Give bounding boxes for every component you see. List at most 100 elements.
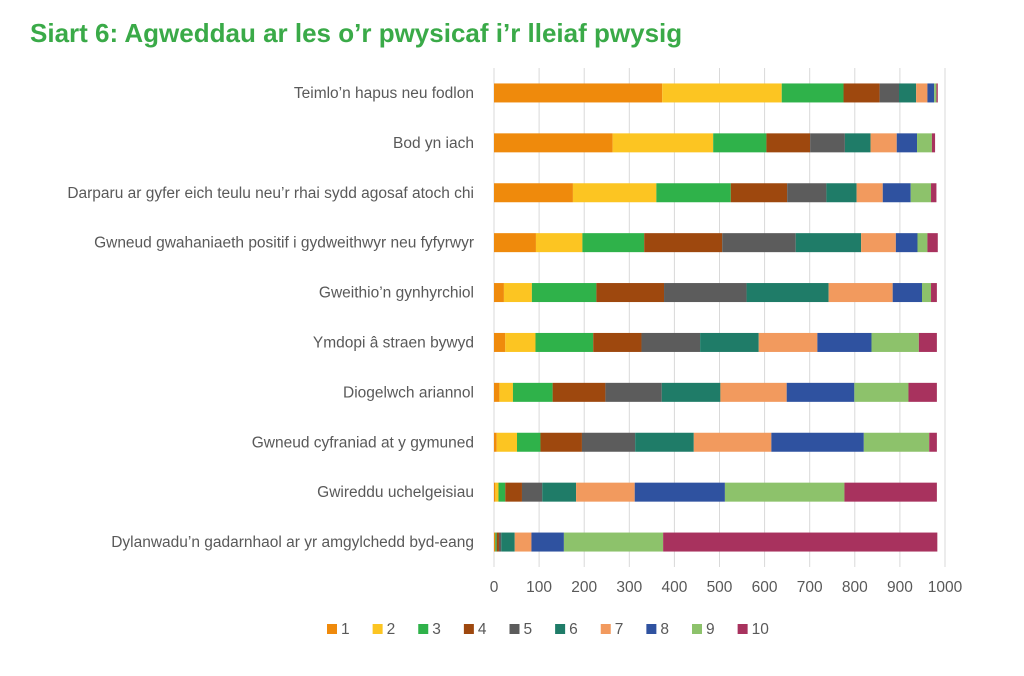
legend-swatch-4 — [463, 624, 474, 634]
bar-segment-9-5 — [498, 532, 502, 552]
bar-segment-0-4 — [843, 83, 880, 103]
bar-segment-4-7 — [828, 283, 893, 303]
bar-segment-6-3 — [512, 382, 553, 402]
bar-segment-4-10 — [931, 283, 937, 303]
bar-segment-9-8 — [531, 532, 564, 552]
bar-segment-7-7 — [693, 432, 772, 452]
bar-segment-3-6 — [795, 233, 862, 253]
bar-segment-0-3 — [781, 83, 844, 103]
bar-segment-1-9 — [917, 133, 932, 153]
legend-swatch-2 — [372, 624, 383, 634]
bar-segment-3-5 — [722, 233, 796, 253]
bar-segment-8-8 — [634, 482, 725, 502]
bar-segment-4-3 — [531, 283, 597, 303]
bar-segment-5-10 — [918, 332, 937, 352]
bars — [494, 83, 938, 552]
bar-segment-2-8 — [882, 183, 911, 203]
bar-segment-1-1 — [494, 133, 613, 153]
bar-segment-5-9 — [871, 332, 919, 352]
x-tick-label-2: 200 — [571, 579, 597, 596]
category-label-7: Gwneud cyfraniad at y gymuned — [252, 434, 474, 451]
bar-segment-7-4 — [540, 432, 582, 452]
bar-segment-4-2 — [503, 283, 532, 303]
bar-segment-0-6 — [898, 83, 917, 103]
legend-swatch-3 — [418, 624, 429, 634]
bar-segment-3-2 — [535, 233, 583, 253]
bar-segment-5-8 — [817, 332, 872, 352]
bar-segment-0-8 — [927, 83, 935, 103]
bar-segment-9-6 — [501, 532, 515, 552]
category-label-3: Gwneud gwahaniaeth positif i gydweithwyr… — [94, 235, 474, 252]
legend-label-6: 6 — [569, 621, 578, 638]
bar-segment-5-1 — [494, 332, 506, 352]
bar-segment-6-1 — [494, 382, 500, 402]
legend-swatch-5 — [509, 624, 520, 634]
x-tick-label-10: 1000 — [928, 579, 963, 596]
bar-segment-5-4 — [593, 332, 642, 352]
bar-segment-0-9 — [934, 83, 937, 103]
bar-segment-4-1 — [494, 283, 504, 303]
bar-segment-8-9 — [724, 482, 845, 502]
bar-segment-4-6 — [746, 283, 829, 303]
x-tick-label-7: 700 — [797, 579, 823, 596]
legend-label-3: 3 — [432, 621, 441, 638]
bar-segment-3-7 — [861, 233, 896, 253]
bar-segment-1-7 — [870, 133, 897, 153]
bar-segment-2-3 — [656, 183, 731, 203]
bar-segment-6-7 — [720, 382, 787, 402]
bar-segment-2-9 — [910, 183, 932, 203]
legend-label-5: 5 — [524, 621, 533, 638]
bar-segment-2-6 — [826, 183, 857, 203]
x-tick-label-0: 0 — [490, 579, 499, 596]
bar-segment-4-4 — [596, 283, 665, 303]
legend-label-10: 10 — [752, 621, 770, 638]
bar-segment-1-6 — [844, 133, 871, 153]
x-tick-label-4: 400 — [661, 579, 687, 596]
legend-label-1: 1 — [341, 621, 350, 638]
bar-segment-7-2 — [496, 432, 518, 452]
bar-segment-6-5 — [605, 382, 662, 402]
bar-segment-9-10 — [663, 532, 938, 552]
bar-segment-8-4 — [505, 482, 522, 502]
bar-segment-5-5 — [641, 332, 701, 352]
bar-segment-5-2 — [505, 332, 536, 352]
bar-segment-4-8 — [892, 283, 922, 303]
legend-label-4: 4 — [478, 621, 487, 638]
bar-segment-6-9 — [854, 382, 909, 402]
x-axis-ticks: 0 100 200 300 400 500 600 700 800 900 1000 — [490, 579, 963, 596]
legend-swatch-9 — [692, 624, 702, 634]
bar-segment-1-5 — [810, 133, 845, 153]
bar-segment-3-9 — [917, 233, 928, 253]
bar-segment-5-7 — [758, 332, 818, 352]
bar-segment-0-5 — [879, 83, 899, 103]
bar-segment-7-10 — [929, 432, 937, 452]
bar-segment-1-8 — [896, 133, 918, 153]
legend-label-9: 9 — [706, 621, 715, 638]
bar-segment-8-10 — [844, 482, 937, 502]
x-tick-label-3: 300 — [616, 579, 642, 596]
bar-segment-1-4 — [766, 133, 811, 153]
bar-segment-9-3 — [495, 532, 497, 552]
bar-segment-7-3 — [517, 432, 541, 452]
bar-segment-1-10 — [931, 133, 936, 153]
bar-segment-4-9 — [921, 283, 932, 303]
x-tick-label-6: 600 — [752, 579, 778, 596]
category-label-9: Dylanwadu’n gadarnhaol ar yr amgylchedd … — [111, 534, 474, 551]
bar-segment-8-2 — [495, 482, 499, 502]
bar-segment-1-3 — [713, 133, 767, 153]
legend-swatch-1 — [327, 624, 337, 634]
chart-title: Siart 6: Agweddau ar les o’r pwysicaf i’… — [30, 18, 683, 48]
legend-swatch-8 — [646, 624, 657, 634]
bar-segment-8-6 — [542, 482, 577, 502]
category-labels: Teimlo’n hapus neu fodlon Bod yn iach Darp… — [67, 85, 474, 551]
bar-segment-3-10 — [927, 233, 938, 253]
category-label-8: Gwireddu uchelgeisiau — [317, 484, 474, 501]
bar-segment-9-4 — [496, 532, 499, 552]
bar-segment-9-9 — [563, 532, 664, 552]
bar-segment-6-2 — [499, 382, 513, 402]
category-label-6: Diogelwch ariannol — [343, 384, 474, 401]
bar-segment-3-8 — [895, 233, 918, 253]
bar-segment-2-4 — [730, 183, 788, 203]
legend: 1 2 3 4 5 6 7 8 9 10 — [327, 621, 769, 638]
bar-segment-7-1 — [494, 432, 497, 452]
